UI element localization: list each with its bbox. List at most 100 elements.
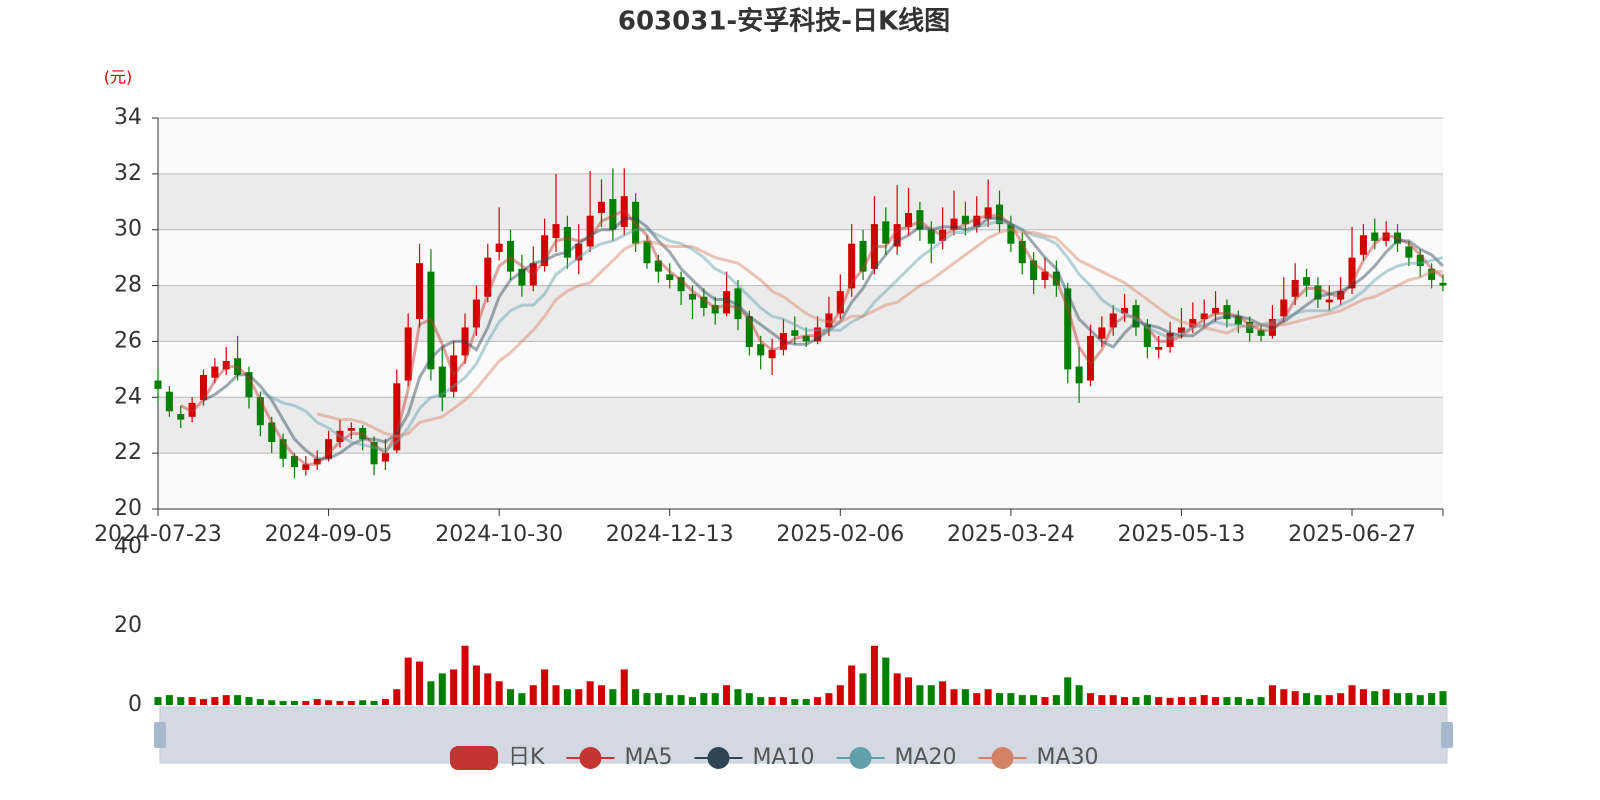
volume-bar [1337, 693, 1345, 705]
volume-bar [1382, 689, 1390, 705]
candle-body [814, 327, 822, 342]
candle-body [336, 430, 344, 442]
volume-bar [723, 685, 731, 705]
volume-bar [916, 685, 924, 705]
volume-bar [404, 657, 412, 705]
y-tick-label: 34 [114, 105, 142, 130]
volume-bar [1121, 697, 1129, 705]
volume-bar [234, 695, 242, 705]
volume-bar [1098, 695, 1106, 705]
candle-body [654, 260, 662, 272]
legend-label[interactable]: 日K [508, 745, 545, 770]
slider-handle[interactable] [1441, 722, 1453, 748]
candle-body [1257, 330, 1265, 336]
volume-bar [609, 689, 617, 705]
volume-bar [1212, 697, 1220, 705]
candle-body [1018, 240, 1026, 264]
volume-bar [995, 693, 1004, 705]
candle-body [1382, 232, 1390, 241]
legend-swatch [849, 747, 872, 769]
volume-bar [256, 699, 264, 705]
grid-band [158, 118, 1443, 174]
volume-bar [779, 697, 787, 705]
candle-body [393, 383, 401, 451]
candle-body [916, 210, 924, 230]
legend-swatch [579, 747, 602, 769]
volume-bar [1280, 689, 1288, 705]
volume-bar [791, 699, 799, 705]
volume-bar [802, 699, 810, 705]
legend-label[interactable]: MA10 [752, 745, 814, 770]
candle-body [927, 229, 935, 244]
candle-body [279, 439, 287, 459]
volume-bar [416, 661, 424, 705]
grid-band [158, 229, 1443, 286]
volume-bar [882, 657, 890, 705]
volume-bar [575, 689, 583, 705]
volume-bar [370, 701, 378, 705]
candle-body [1166, 333, 1174, 348]
candle-body [973, 215, 981, 227]
volume-bar [381, 699, 389, 705]
candle-body [495, 243, 503, 253]
legend-label[interactable]: MA30 [1037, 745, 1099, 770]
grid-band [158, 341, 1443, 398]
volume-bar [620, 669, 628, 705]
candle-body [1155, 347, 1163, 350]
volume-bar [1155, 697, 1163, 705]
y-tick-label: 32 [114, 161, 142, 186]
candle-body [325, 439, 333, 459]
candle-body [518, 268, 526, 286]
volume-bar [165, 695, 173, 705]
volume-bar [1064, 677, 1072, 705]
volume-bar [1109, 695, 1117, 705]
candle-body [1234, 316, 1242, 325]
slider-handle[interactable] [154, 722, 166, 748]
candle-body [302, 464, 310, 470]
volume-bar [973, 693, 981, 705]
candle-body [586, 215, 594, 247]
candle-body [438, 366, 446, 398]
volume-bar [541, 669, 549, 705]
volume-bar [438, 673, 446, 705]
data-zoom-slider[interactable] [154, 706, 1453, 764]
volume-bar [1359, 689, 1367, 705]
volume-bar [1018, 695, 1026, 705]
candle-body [1041, 271, 1049, 280]
volume-bar [427, 681, 435, 705]
candle-body [1030, 260, 1038, 280]
legend-label[interactable]: MA20 [895, 745, 957, 770]
volume-bar [1086, 693, 1095, 705]
candle-body [472, 299, 480, 328]
volume-bar [632, 689, 640, 705]
x-tick-label: 2024-07-23 [94, 522, 222, 547]
candle-body [290, 455, 298, 468]
grid-band [158, 453, 1443, 509]
volume-bar [848, 665, 856, 705]
volume-bar [325, 700, 333, 705]
candle-body [1223, 305, 1231, 320]
y-tick-label: 24 [114, 384, 142, 409]
legend-label[interactable]: MA5 [624, 745, 672, 770]
volume-bar [222, 695, 230, 705]
candle-body [1359, 235, 1367, 255]
candle-body [779, 333, 787, 350]
candle-body [177, 414, 185, 420]
x-tick-label: 2024-09-05 [265, 522, 393, 547]
candle-body [1098, 327, 1106, 339]
volume-bar [677, 695, 685, 705]
candle-body [825, 313, 833, 328]
slider-window[interactable] [159, 706, 1448, 764]
volume-bar [506, 689, 515, 705]
volume-bar [393, 689, 401, 705]
volume-bar [859, 673, 867, 705]
candle-body [416, 263, 424, 320]
volume-bar [1052, 695, 1060, 705]
candle-body [1393, 232, 1402, 244]
candle-body [893, 224, 901, 247]
candle-body [802, 335, 810, 342]
candle-body [529, 263, 537, 286]
candle-body [359, 428, 367, 440]
candle-body [256, 397, 264, 426]
